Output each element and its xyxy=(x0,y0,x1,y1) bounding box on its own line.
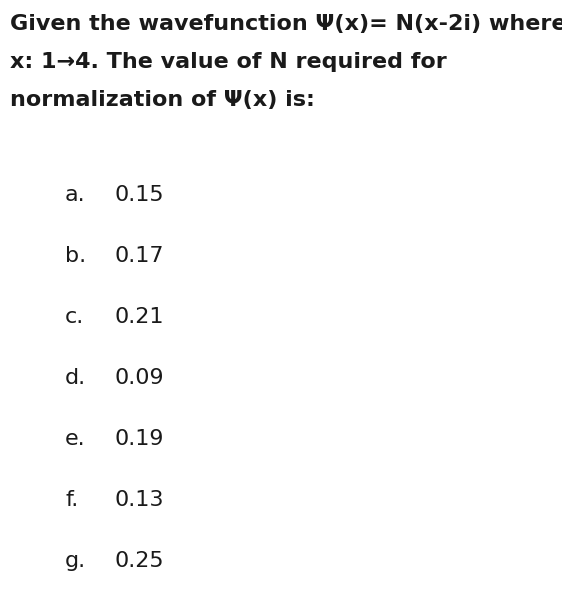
Text: 0.13: 0.13 xyxy=(115,490,165,510)
Text: e.: e. xyxy=(65,429,85,449)
Text: 0.15: 0.15 xyxy=(115,185,165,205)
Text: x: 1→4. The value of N required for: x: 1→4. The value of N required for xyxy=(10,52,447,72)
Text: 0.17: 0.17 xyxy=(115,246,165,266)
Text: c.: c. xyxy=(65,307,84,327)
Text: 0.09: 0.09 xyxy=(115,368,165,388)
Text: a.: a. xyxy=(65,185,85,205)
Text: 0.19: 0.19 xyxy=(115,429,165,449)
Text: b.: b. xyxy=(65,246,86,266)
Text: Given the wavefunction Ψ(x)= N(x-2i) where: Given the wavefunction Ψ(x)= N(x-2i) whe… xyxy=(10,14,562,34)
Text: f.: f. xyxy=(65,490,78,510)
Text: g.: g. xyxy=(65,551,86,571)
Text: 0.21: 0.21 xyxy=(115,307,165,327)
Text: d.: d. xyxy=(65,368,86,388)
Text: 0.25: 0.25 xyxy=(115,551,165,571)
Text: normalization of Ψ(x) is:: normalization of Ψ(x) is: xyxy=(10,90,315,110)
